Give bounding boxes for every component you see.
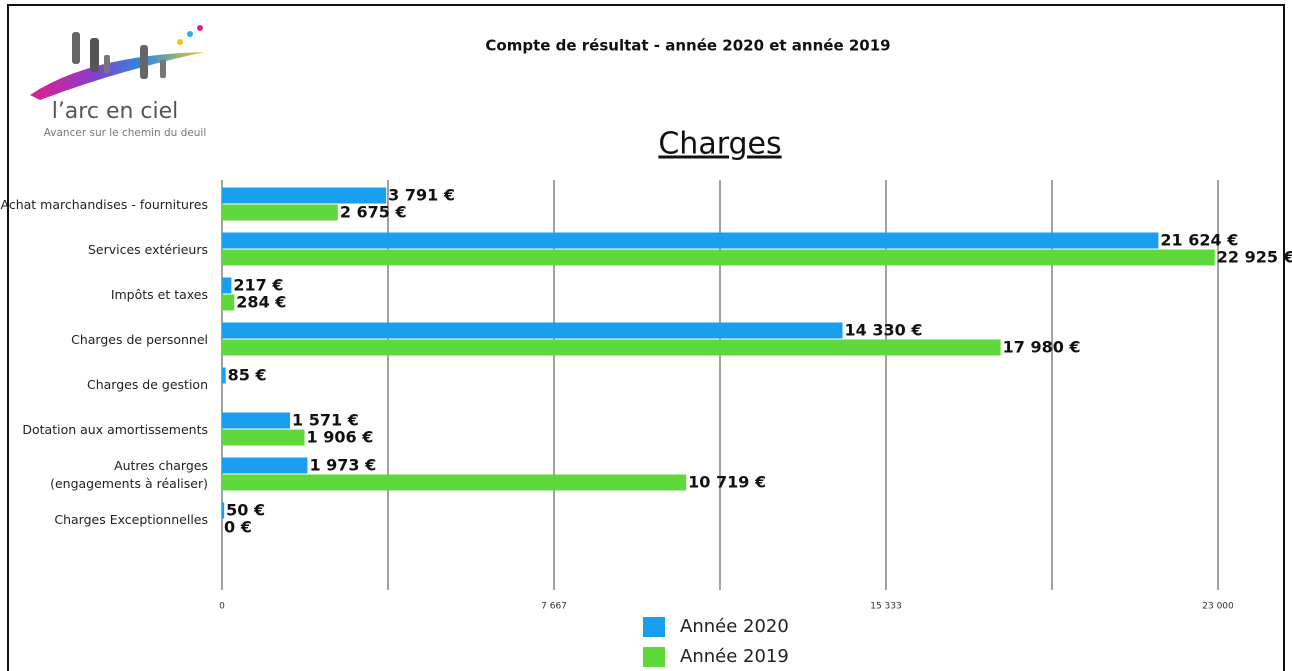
legend-label: Année 2019	[680, 646, 789, 667]
bar	[222, 502, 225, 519]
data-label: 10 719 €	[688, 473, 766, 492]
category-label: Services extérieurs	[87, 241, 208, 257]
bar	[222, 232, 1159, 249]
bar	[222, 429, 305, 446]
category-label: Achat marchandises - fournitures	[0, 196, 209, 212]
bar	[222, 339, 1001, 356]
data-label: 2 675 €	[340, 203, 407, 222]
chart-subtitle: Charges	[658, 127, 781, 162]
bar	[222, 474, 687, 491]
data-label: 50 €	[226, 501, 265, 520]
category-label: Charges de gestion	[86, 376, 208, 392]
legend-swatch	[643, 617, 665, 637]
x-tick-label: 0	[219, 602, 225, 612]
legend-label: Année 2020	[680, 616, 789, 637]
category-label: Dotation aux amortissements	[22, 421, 208, 437]
data-label: 85 €	[228, 366, 267, 385]
category-label: Autres charges (engagements à réaliser)	[50, 457, 208, 491]
data-label: 284 €	[236, 293, 286, 312]
logo-name: l’arc en ciel	[52, 99, 179, 124]
bar	[222, 457, 308, 474]
frame	[7, 4, 1285, 671]
logo-tagline: Avancer sur le chemin du deuil	[44, 127, 207, 139]
x-tick-label: 15 333	[870, 602, 902, 612]
data-label: 22 925 €	[1217, 248, 1292, 267]
data-label: 0 €	[224, 518, 252, 537]
data-label: 1 571 €	[292, 411, 359, 430]
bar	[222, 277, 232, 294]
data-label: 21 624 €	[1160, 231, 1238, 250]
category-label: Charges Exceptionnelles	[54, 511, 208, 527]
data-label: 3 791 €	[388, 186, 455, 205]
bar	[222, 249, 1215, 266]
data-label: 217 €	[233, 276, 283, 295]
data-label: 1 906 €	[307, 428, 374, 447]
data-label: 17 980 €	[1003, 338, 1081, 357]
x-tick-label: 7 667	[541, 602, 567, 612]
bar	[222, 367, 226, 384]
bar	[222, 322, 843, 339]
legend-swatch	[643, 647, 665, 667]
bar	[222, 294, 235, 311]
x-tick-label: 23 000	[1202, 602, 1234, 612]
category-label: Charges de personnel	[71, 331, 208, 347]
logo-graphic	[30, 25, 205, 100]
data-label: 1 973 €	[309, 456, 376, 475]
bar	[222, 187, 387, 204]
bar	[222, 412, 291, 429]
chart-title: Compte de résultat - année 2020 et année…	[485, 37, 890, 55]
data-label: 14 330 €	[845, 321, 923, 340]
category-label: Impôts et taxes	[110, 286, 208, 302]
bar	[222, 204, 338, 221]
